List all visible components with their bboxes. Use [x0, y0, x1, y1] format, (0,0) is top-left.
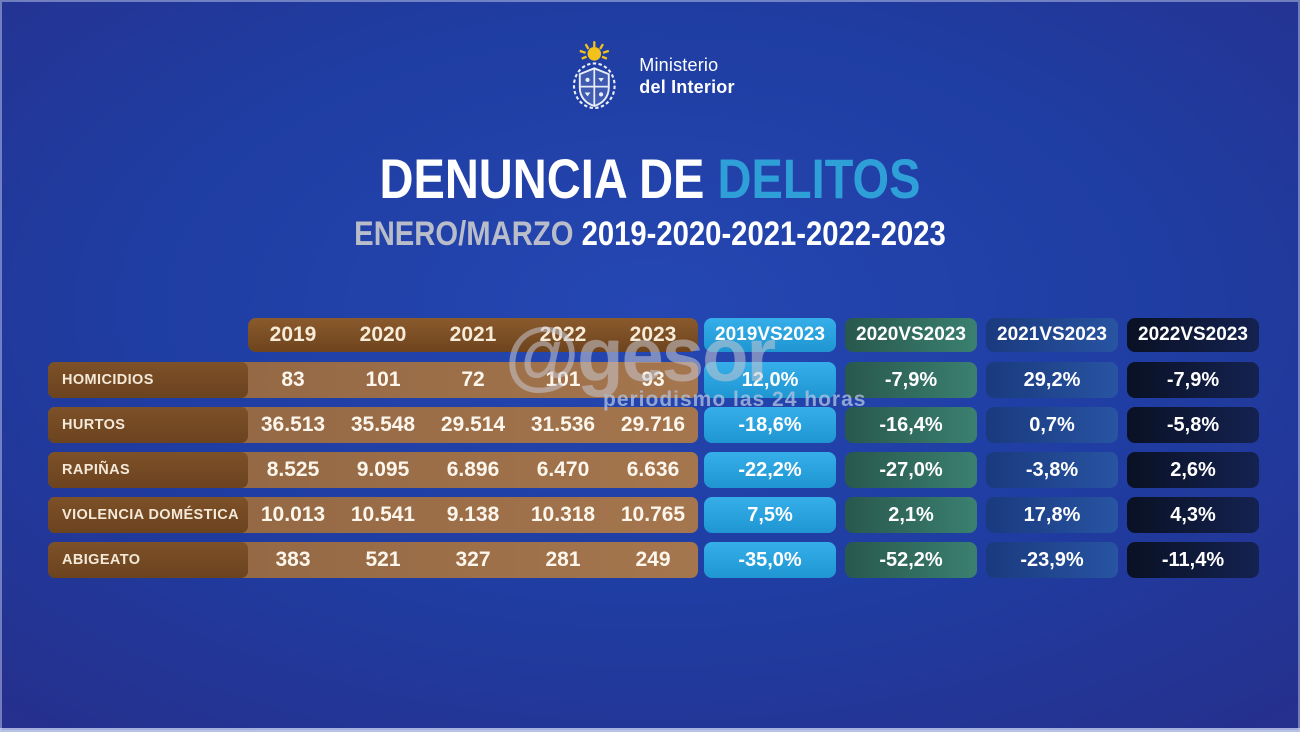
year-columns-header: 2019 2020 2021 2022 2023 — [248, 318, 698, 352]
row-label: VIOLENCIA DOMÉSTICA — [48, 497, 248, 533]
comparison-cell: 2,6% — [1127, 452, 1259, 488]
comparison-cell: 4,3% — [1127, 497, 1259, 533]
crime-statistics-table: 2019 2020 2021 2022 2023 2019VS2023 2020… — [48, 318, 1259, 587]
comparison-cell: -3,8% — [986, 452, 1118, 488]
column-header-year: 2019 — [269, 323, 317, 346]
comparison-cell: 12,0% — [704, 362, 836, 398]
comparison-cell: -35,0% — [704, 542, 836, 578]
column-header-year: 2023 — [629, 323, 677, 346]
table-row: VIOLENCIA DOMÉSTICA 10.013 10.541 9.138 … — [48, 497, 1259, 533]
row-label: HURTOS — [48, 407, 248, 443]
row-label: HOMICIDIOS — [48, 362, 248, 398]
row-comparisons: -18,6% -16,4% 0,7% -5,8% — [704, 407, 1259, 443]
row-values-bar: ABIGEATO 383 521 327 281 249 — [48, 542, 698, 578]
column-header-comparison: 2022VS2023 — [1127, 318, 1259, 352]
value-cell: 327 — [455, 548, 491, 571]
value-cell: 249 — [635, 548, 671, 571]
value-cell: 29.514 — [440, 413, 506, 436]
comparison-cell: -7,9% — [845, 362, 977, 398]
ministry-name-line1: Ministerio — [639, 55, 719, 76]
comparison-columns-header: 2019VS2023 2020VS2023 2021VS2023 2022VS2… — [704, 318, 1259, 352]
comparison-cell: -23,9% — [986, 542, 1118, 578]
comparison-cell: 29,2% — [986, 362, 1118, 398]
value-cell: 383 — [275, 548, 311, 571]
value-cell: 10.318 — [530, 503, 596, 526]
ministry-name: Ministerio del Interior — [639, 55, 734, 98]
comparison-cell: -18,6% — [704, 407, 836, 443]
value-cell: 35.548 — [350, 413, 416, 436]
row-values-bar: HURTOS 36.513 35.548 29.514 31.536 29.71… — [48, 407, 698, 443]
row-comparisons: -22,2% -27,0% -3,8% 2,6% — [704, 452, 1259, 488]
column-header-comparison: 2021VS2023 — [986, 318, 1118, 352]
column-header-year: 2020 — [359, 323, 407, 346]
value-cell: 521 — [365, 548, 401, 571]
ministry-name-line2: del Interior — [639, 77, 735, 97]
value-cell: 10.541 — [350, 503, 416, 526]
title-white-part: DENUNCIA DE — [379, 147, 705, 210]
uruguay-coat-of-arms-icon — [572, 41, 616, 109]
value-cell: 31.536 — [530, 413, 596, 436]
subtitle-period: ENERO/MARZO — [354, 215, 574, 253]
value-cell: 9.138 — [446, 503, 500, 526]
value-cell: 6.470 — [536, 458, 590, 481]
column-header-year: 2021 — [449, 323, 497, 346]
row-values-bar: RAPIÑAS 8.525 9.095 6.896 6.470 6.636 — [48, 452, 698, 488]
page-title: DENUNCIA DE DELITOS — [104, 146, 1196, 211]
ministry-brand: Ministerio del Interior — [565, 40, 735, 114]
comparison-cell: -11,4% — [1127, 542, 1259, 578]
value-cell: 8.525 — [266, 458, 320, 481]
value-cell: 9.095 — [356, 458, 410, 481]
value-cell: 36.513 — [260, 413, 326, 436]
comparison-cell: -5,8% — [1127, 407, 1259, 443]
title-block: DENUNCIA DE DELITOS ENERO/MARZO 2019-202… — [0, 146, 1300, 254]
title-accent-part: DELITOS — [717, 147, 921, 210]
comparison-cell: -7,9% — [1127, 362, 1259, 398]
row-comparisons: 7,5% 2,1% 17,8% 4,3% — [704, 497, 1259, 533]
column-header-comparison: 2019VS2023 — [704, 318, 836, 352]
column-header-year: 2022 — [539, 323, 587, 346]
table-body: HOMICIDIOS 83 101 72 101 93 12,0% -7,9% … — [48, 362, 1259, 578]
value-cell: 10.765 — [620, 503, 686, 526]
row-comparisons: 12,0% -7,9% 29,2% -7,9% — [704, 362, 1259, 398]
value-cell: 101 — [545, 368, 581, 391]
comparison-cell: -27,0% — [845, 452, 977, 488]
comparison-cell: -52,2% — [845, 542, 977, 578]
row-label: ABIGEATO — [48, 542, 248, 578]
table-row: ABIGEATO 383 521 327 281 249 -35,0% -52,… — [48, 542, 1259, 578]
column-header-comparison: 2020VS2023 — [845, 318, 977, 352]
comparison-cell: 7,5% — [704, 497, 836, 533]
value-cell: 72 — [461, 368, 485, 391]
value-cell: 101 — [365, 368, 401, 391]
page-subtitle: ENERO/MARZO 2019-2020-2021-2022-2023 — [91, 215, 1209, 254]
table-row: RAPIÑAS 8.525 9.095 6.896 6.470 6.636 -2… — [48, 452, 1259, 488]
value-cell: 10.013 — [260, 503, 326, 526]
comparison-cell: 2,1% — [845, 497, 977, 533]
value-cell: 6.636 — [626, 458, 680, 481]
value-cell: 281 — [545, 548, 581, 571]
row-values-bar: HOMICIDIOS 83 101 72 101 93 — [48, 362, 698, 398]
value-cell: 29.716 — [620, 413, 686, 436]
comparison-cell: 0,7% — [986, 407, 1118, 443]
table-row: HURTOS 36.513 35.548 29.514 31.536 29.71… — [48, 407, 1259, 443]
comparison-cell: 17,8% — [986, 497, 1118, 533]
header-label-spacer — [48, 318, 248, 352]
subtitle-years: 2019-2020-2021-2022-2023 — [581, 215, 946, 253]
row-label: RAPIÑAS — [48, 452, 248, 488]
value-cell: 83 — [281, 368, 305, 391]
comparison-cell: -22,2% — [704, 452, 836, 488]
row-comparisons: -35,0% -52,2% -23,9% -11,4% — [704, 542, 1259, 578]
table-header-row: 2019 2020 2021 2022 2023 2019VS2023 2020… — [48, 318, 1259, 352]
row-values-bar: VIOLENCIA DOMÉSTICA 10.013 10.541 9.138 … — [48, 497, 698, 533]
comparison-cell: -16,4% — [845, 407, 977, 443]
value-cell: 6.896 — [446, 458, 500, 481]
value-cell: 93 — [641, 368, 665, 391]
table-row: HOMICIDIOS 83 101 72 101 93 12,0% -7,9% … — [48, 362, 1259, 398]
